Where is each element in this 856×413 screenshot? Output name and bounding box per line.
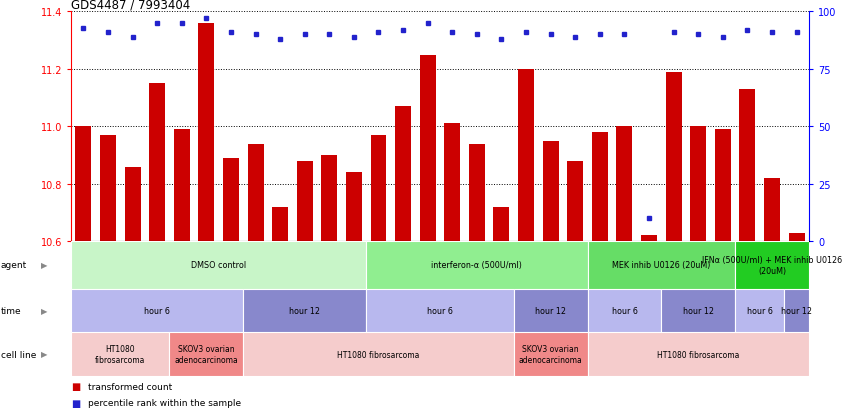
Text: ■: ■: [71, 398, 80, 408]
Bar: [297, 161, 312, 242]
Bar: [514, 289, 587, 332]
Bar: [395, 107, 411, 242]
Text: ▶: ▶: [41, 350, 48, 358]
Bar: [366, 289, 514, 332]
Bar: [735, 289, 784, 332]
Bar: [100, 135, 116, 242]
Bar: [469, 144, 484, 242]
Text: hour 12: hour 12: [782, 306, 812, 315]
Bar: [568, 161, 583, 242]
Bar: [788, 233, 805, 242]
Text: HT1080
fibrosarcoma: HT1080 fibrosarcoma: [95, 344, 146, 364]
Bar: [591, 133, 608, 242]
Bar: [514, 332, 587, 376]
Bar: [735, 242, 809, 289]
Bar: [243, 289, 366, 332]
Bar: [243, 332, 514, 376]
Text: DMSO control: DMSO control: [191, 261, 247, 270]
Bar: [71, 332, 169, 376]
Bar: [764, 178, 780, 242]
Text: hour 12: hour 12: [289, 306, 320, 315]
Bar: [75, 127, 92, 242]
Text: hour 12: hour 12: [535, 306, 566, 315]
Text: ▶: ▶: [41, 261, 48, 270]
Bar: [371, 135, 387, 242]
Bar: [587, 242, 735, 289]
Bar: [321, 156, 337, 242]
Bar: [124, 167, 140, 242]
Bar: [690, 127, 706, 242]
Bar: [518, 70, 534, 242]
Bar: [247, 144, 264, 242]
Bar: [587, 332, 809, 376]
Bar: [587, 289, 662, 332]
Bar: [366, 242, 587, 289]
Bar: [174, 130, 190, 242]
Bar: [543, 141, 559, 242]
Bar: [419, 55, 436, 242]
Text: SKOV3 ovarian
adenocarcinoma: SKOV3 ovarian adenocarcinoma: [519, 344, 583, 364]
Text: ▶: ▶: [41, 306, 48, 315]
Text: agent: agent: [1, 261, 27, 270]
Bar: [149, 84, 165, 242]
Text: hour 6: hour 6: [427, 306, 453, 315]
Bar: [666, 73, 681, 242]
Bar: [616, 127, 633, 242]
Text: GDS4487 / 7993404: GDS4487 / 7993404: [71, 0, 190, 11]
Bar: [199, 24, 214, 242]
Text: hour 6: hour 6: [746, 306, 773, 315]
Text: interferon-α (500U/ml): interferon-α (500U/ml): [431, 261, 522, 270]
Text: hour 6: hour 6: [611, 306, 638, 315]
Text: time: time: [1, 306, 21, 315]
Bar: [715, 130, 731, 242]
Bar: [71, 289, 243, 332]
Bar: [169, 332, 243, 376]
Bar: [71, 242, 366, 289]
Text: ■: ■: [71, 381, 80, 391]
Bar: [444, 124, 461, 242]
Bar: [784, 289, 809, 332]
Text: HT1080 fibrosarcoma: HT1080 fibrosarcoma: [337, 350, 419, 358]
Bar: [272, 207, 288, 242]
Text: MEK inhib U0126 (20uM): MEK inhib U0126 (20uM): [612, 261, 710, 270]
Text: hour 12: hour 12: [683, 306, 714, 315]
Text: hour 6: hour 6: [144, 306, 170, 315]
Text: cell line: cell line: [1, 350, 36, 358]
Bar: [662, 289, 735, 332]
Text: transformed count: transformed count: [88, 382, 172, 391]
Text: SKOV3 ovarian
adenocarcinoma: SKOV3 ovarian adenocarcinoma: [175, 344, 238, 364]
Bar: [346, 173, 362, 242]
Bar: [641, 236, 657, 242]
Text: percentile rank within the sample: percentile rank within the sample: [88, 398, 241, 407]
Bar: [223, 159, 239, 242]
Bar: [493, 207, 509, 242]
Text: IFNα (500U/ml) + MEK inhib U0126
(20uM): IFNα (500U/ml) + MEK inhib U0126 (20uM): [702, 256, 842, 275]
Text: HT1080 fibrosarcoma: HT1080 fibrosarcoma: [657, 350, 740, 358]
Bar: [740, 90, 756, 242]
